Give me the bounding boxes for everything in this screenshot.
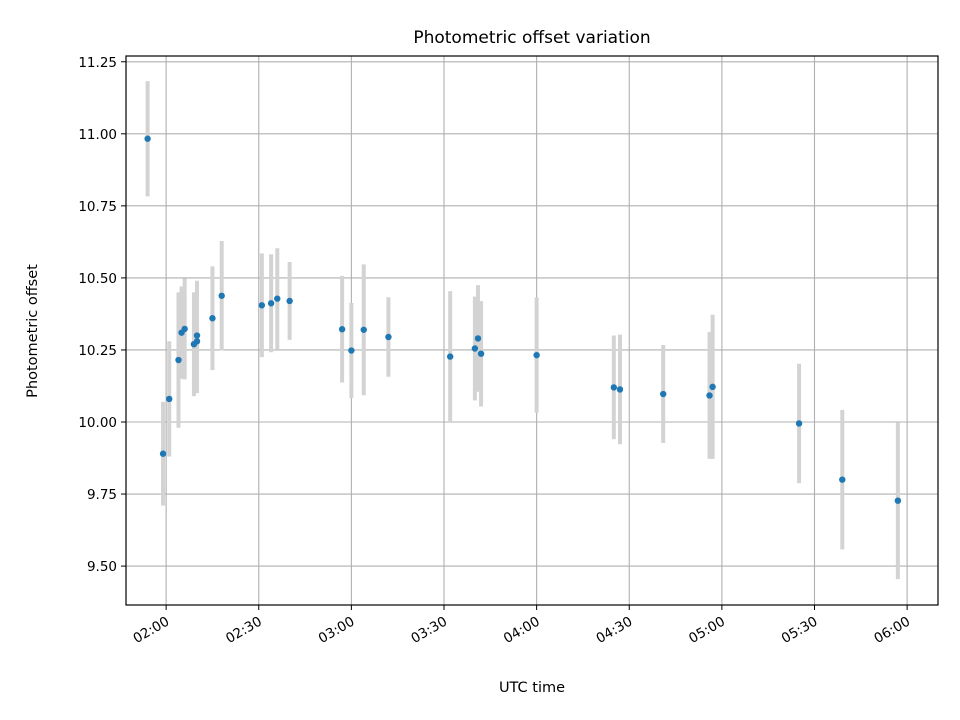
data-point — [385, 333, 392, 341]
data-point — [360, 326, 367, 333]
data-point — [610, 384, 618, 391]
y-tick-label: 10.00 — [78, 415, 117, 431]
y-tick-label: 9.75 — [87, 487, 117, 503]
y-axis-ticks: 9.50 9.75 10.00 10.25 10.50 10.75 11.00 11.25 — [78, 55, 126, 575]
data-point — [446, 353, 454, 360]
data-point — [209, 315, 216, 322]
data-point — [471, 345, 479, 352]
data-point — [267, 300, 275, 307]
data-point — [258, 302, 266, 309]
data-point — [144, 135, 151, 142]
data-point — [181, 325, 188, 333]
y-tick-label: 10.25 — [78, 343, 117, 359]
data-point — [159, 450, 167, 457]
data-point — [218, 292, 225, 299]
plot-frame — [125, 55, 939, 606]
data-point — [660, 390, 667, 398]
data-point — [706, 392, 713, 399]
data-point — [175, 356, 182, 364]
data-point — [193, 338, 201, 345]
y-tick-label: 11.25 — [78, 55, 117, 71]
data-point — [709, 383, 716, 391]
y-tick-label: 11.00 — [78, 127, 117, 143]
data-point — [348, 347, 355, 354]
data-point — [477, 350, 485, 357]
y-tick-label: 10.75 — [78, 199, 117, 215]
data-point — [795, 420, 803, 427]
data-point — [533, 351, 540, 359]
data-point — [338, 326, 346, 333]
data-point — [474, 335, 482, 342]
data-point — [286, 297, 293, 305]
chart-title: Photometric offset variation — [413, 28, 650, 48]
data-point — [839, 476, 846, 483]
data-points — [144, 135, 902, 504]
data-point — [274, 295, 281, 302]
x-axis-label: UTC time — [499, 680, 565, 696]
y-tick-label: 10.50 — [78, 271, 117, 287]
y-tick-label: 9.50 — [87, 559, 117, 575]
grid — [126, 56, 938, 605]
data-point — [616, 386, 624, 393]
y-axis-label: Photometric offset — [25, 264, 41, 398]
data-point — [166, 395, 173, 403]
data-point — [894, 497, 902, 504]
data-point — [193, 332, 201, 339]
